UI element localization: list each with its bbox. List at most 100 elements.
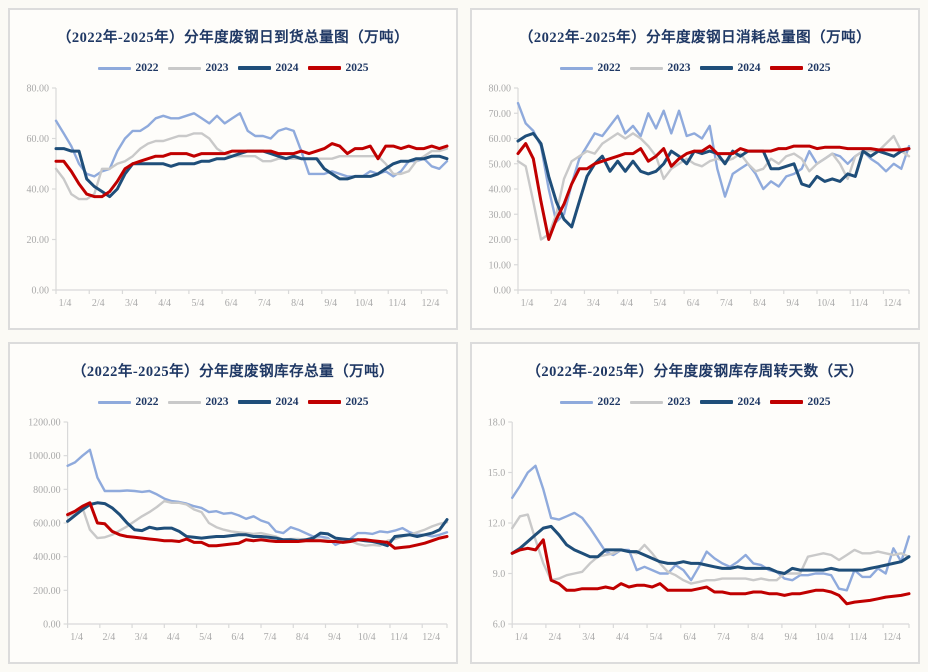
- series-line-2025: [516, 142, 911, 241]
- x-tick-label: 7/4: [258, 298, 271, 309]
- x-tick-label: 5/4: [191, 298, 204, 309]
- legend-label: 2025: [807, 62, 831, 74]
- legend-label: 2023: [205, 62, 229, 74]
- legend-swatch-2025: [307, 400, 341, 404]
- x-tick-label: 8/4: [753, 298, 766, 309]
- series-line-2023: [54, 132, 449, 201]
- x-tick-label: 8/4: [296, 632, 309, 643]
- legend-item-2024: 2024: [699, 396, 761, 408]
- legend-item-2023: 2023: [167, 62, 229, 74]
- chart-title: （2022年-2025年）分年度废钢日到货总量图（万吨）: [56, 30, 410, 46]
- x-tick-label: 2/4: [102, 632, 115, 643]
- y-tick-label: 800.00: [33, 485, 61, 496]
- x-tick-label: 6/4: [687, 298, 700, 309]
- legend-swatch-2024: [237, 400, 271, 404]
- y-tick-label: 70.00: [489, 109, 512, 120]
- chart-panel-inventory-total: （2022年-2025年）分年度废钢库存总量（万吨） 2022 2023 2024 2…: [8, 342, 458, 664]
- legend-swatch-2024: [237, 66, 271, 70]
- x-tick-label: 10/4: [817, 298, 835, 309]
- y-tick-label: 1000.00: [28, 451, 61, 462]
- x-tick-label: 6/4: [225, 298, 238, 309]
- x-tick-label: 10/4: [816, 632, 834, 643]
- legend-item-2024: 2024: [699, 62, 761, 74]
- x-tick-label: 1/4: [59, 298, 72, 309]
- x-tick-label: 9/4: [786, 298, 799, 309]
- legend-item-2025: 2025: [769, 62, 831, 74]
- y-tick-label: 50.00: [489, 159, 512, 170]
- series-line-2024: [66, 501, 449, 548]
- legend-label: 2024: [737, 396, 761, 408]
- chart-title: （2022年-2025年）分年度废钢库存周转天数（天）: [526, 364, 864, 380]
- x-tick-label: 9/4: [324, 298, 337, 309]
- chart-title: （2022年-2025年）分年度废钢库存总量（万吨）: [71, 364, 395, 380]
- chart-title: （2022年-2025年）分年度废钢日消耗总量图（万吨）: [518, 30, 872, 46]
- y-tick-label: 6.0: [493, 620, 506, 631]
- y-tick-label: 40.00: [27, 185, 50, 196]
- legend-swatch-2025: [769, 66, 803, 70]
- y-tick-label: 40.00: [489, 185, 512, 196]
- x-tick-label: 10/4: [355, 298, 373, 309]
- legend-item-2022: 2022: [97, 62, 159, 74]
- legend-swatch-2024: [699, 400, 733, 404]
- legend-swatch-2022: [559, 66, 593, 70]
- legend-item-2025: 2025: [769, 396, 831, 408]
- chart-legend: 2022 2023 2024 2025: [477, 392, 913, 412]
- legend-swatch-2023: [167, 66, 201, 70]
- x-tick-label: 10/4: [358, 632, 376, 643]
- chart-legend: 2022 2023 2024 2025: [15, 392, 451, 412]
- legend-swatch-2023: [167, 400, 201, 404]
- x-tick-label: 9/4: [785, 632, 798, 643]
- y-tick-label: 15.0: [488, 468, 506, 479]
- x-tick-label: 9/4: [328, 632, 341, 643]
- series-line-2025: [510, 538, 911, 606]
- legend-item-2025: 2025: [307, 62, 369, 74]
- legend-item-2024: 2024: [237, 396, 299, 408]
- y-tick-label: 60.00: [27, 134, 50, 145]
- series-line-2023: [511, 513, 911, 585]
- legend-swatch-2022: [559, 400, 593, 404]
- series-line-2025: [54, 142, 449, 199]
- legend-label: 2025: [345, 396, 369, 408]
- x-tick-label: 12/4: [422, 298, 440, 309]
- y-tick-label: 80.00: [489, 84, 512, 95]
- x-tick-label: 5/4: [653, 298, 666, 309]
- y-tick-label: 18.0: [488, 418, 506, 429]
- x-tick-label: 2/4: [92, 298, 105, 309]
- legend-label: 2024: [275, 62, 299, 74]
- y-tick-label: 600.00: [33, 519, 61, 530]
- legend-swatch-2025: [307, 66, 341, 70]
- x-tick-label: 11/4: [850, 632, 867, 643]
- legend-label: 2023: [667, 62, 691, 74]
- y-tick-label: 0.00: [43, 620, 61, 631]
- x-tick-label: 5/4: [199, 632, 212, 643]
- line-chart-inventory-total: 0.00 200.00 400.00 600.00 800.00 1000.00 1200.…: [28, 418, 449, 643]
- y-tick-label: 1200.00: [28, 418, 61, 429]
- x-tick-label: 1/4: [515, 632, 528, 643]
- y-tick-label: 9.0: [493, 569, 506, 580]
- x-tick-label: 4/4: [158, 298, 171, 309]
- series-line-2025: [66, 501, 449, 550]
- x-tick-label: 1/4: [521, 298, 534, 309]
- x-tick-label: 3/4: [582, 632, 595, 643]
- legend-label: 2023: [205, 396, 229, 408]
- chart-panel-turnover-days: （2022年-2025年）分年度废钢库存周转天数（天） 2022 2023 2024…: [470, 342, 920, 664]
- legend-swatch-2023: [629, 400, 663, 404]
- series-line-2022: [511, 464, 911, 592]
- series-line-2022: [66, 448, 449, 547]
- x-tick-label: 4/4: [167, 632, 180, 643]
- chart-panel-daily-arrivals: （2022年-2025年）分年度废钢日到货总量图（万吨） 2022 2023 202…: [8, 8, 458, 330]
- y-tick-label: 20.00: [489, 235, 512, 246]
- legend-label: 2024: [737, 62, 761, 74]
- chart-legend: 2022 2023 2024 2025: [477, 58, 913, 78]
- x-tick-label: 4/4: [620, 298, 633, 309]
- legend-item-2023: 2023: [167, 396, 229, 408]
- line-chart-daily-consumption: 0.00 10.00 20.00 30.00 40.00 50.00 60.00 70.00 8…: [489, 84, 911, 309]
- y-tick-label: 12.0: [488, 519, 506, 530]
- y-tick-label: 20.00: [27, 235, 50, 246]
- x-tick-label: 2/4: [554, 298, 567, 309]
- series-line-2024: [510, 524, 911, 575]
- y-tick-label: 30.00: [489, 210, 512, 221]
- x-tick-label: 6/4: [683, 632, 696, 643]
- x-tick-label: 3/4: [135, 632, 148, 643]
